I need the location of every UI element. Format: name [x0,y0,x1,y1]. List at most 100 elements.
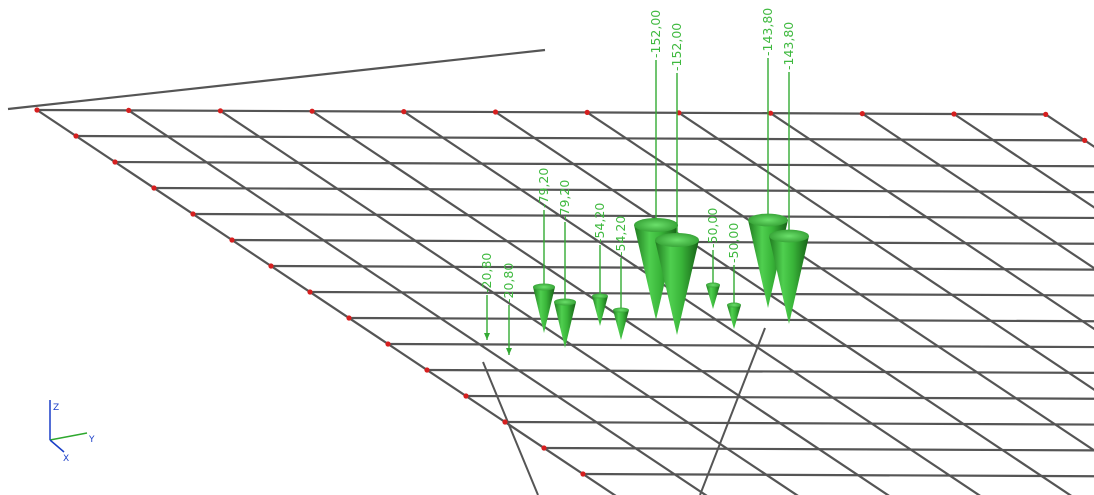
load-arrow-head-icon [506,348,512,355]
point-load[interactable]: -50,00 [705,208,720,309]
point-load[interactable]: -50,00 [726,223,741,329]
load-cone-cap [533,283,555,291]
load-cone-icon [769,236,809,324]
mesh-line-row [426,368,1094,375]
mesh-node [401,109,407,115]
load-value-label: -143,80 [781,22,796,70]
load-value-label: -50,00 [726,223,741,263]
load-cone-icon [592,296,608,326]
x-axis-label: X [63,454,69,464]
load-value-label: -20,80 [501,263,516,303]
mesh-line-row [153,186,1094,194]
mesh-node [492,109,499,115]
x-axis-icon [49,439,65,453]
coordinate-axis-triad: Z Y X [49,400,95,464]
point-load[interactable]: -20,80 [479,253,494,340]
mesh-line-column [769,112,1094,331]
surface-mesh [7,48,1094,495]
point-load[interactable]: -54,20 [592,203,608,326]
load-cone-cap [634,217,678,233]
mesh-node [309,108,315,114]
point-loads: -20,80 -20,80 -79,20 -79,20 -54,20 -54,20 -152… [479,8,809,355]
load-value-label: -54,20 [592,203,607,243]
mesh-node [126,107,132,113]
mesh-node [1043,111,1049,117]
point-load[interactable]: -79,20 [554,180,576,348]
mesh-line-row [387,342,1094,349]
mesh-line-row [231,238,1094,245]
mesh-line-row [582,472,1094,478]
point-load[interactable]: -143,80 [769,22,809,324]
mesh-node [424,367,430,373]
load-cone-cap [592,293,608,299]
mesh-node [268,263,274,269]
load-value-label: -79,20 [536,168,551,208]
load-cone-cap [706,282,720,288]
load-cone-icon [613,310,629,340]
mesh-line-row [504,420,1094,426]
load-cone-cap [748,213,788,227]
mesh-node [217,108,223,114]
mesh-node [584,109,590,115]
mesh-line-row [75,134,1085,142]
mesh-line-column [36,109,617,495]
mesh-node [229,237,235,243]
mesh-line-row [543,446,1094,452]
mesh-line-row [309,290,1094,297]
mesh-node [34,107,40,113]
mesh-node [859,111,865,117]
load-cone-icon [727,305,741,329]
mesh-line-column [586,111,1094,452]
mesh-line-row [36,108,1046,116]
mesh-nodes [34,107,1088,477]
load-arrow-head-icon [484,333,490,340]
mesh-node [580,471,586,477]
mesh-line-row [114,160,1094,168]
y-axis-icon [49,432,88,441]
y-axis-label: Y [88,435,95,445]
mesh-node [385,341,391,347]
load-cone-cap [613,307,629,313]
load-value-label: -54,20 [613,216,628,256]
load-value-label: -50,00 [705,208,720,248]
mesh-node [346,315,352,321]
load-value-label: -152,00 [669,23,684,71]
mesh-node [307,289,313,295]
mesh-line-column [403,110,981,495]
point-load[interactable]: -152,00 [634,10,678,320]
mesh-line-column [953,113,1094,209]
load-cone-icon [706,285,720,309]
load-value-label: -20,80 [479,253,494,293]
z-axis-label: Z [53,403,59,413]
point-load[interactable]: -79,20 [533,168,555,333]
load-cone-cap [554,298,576,306]
mesh-line-column [861,112,1094,270]
mesh-line-column [219,109,799,495]
point-load[interactable]: -54,20 [613,216,629,340]
mesh-node [768,110,774,116]
point-load[interactable]: -152,00 [655,23,699,335]
mesh-line-column [678,111,1094,391]
load-cone-cap [727,302,741,308]
mesh-node [502,419,508,425]
mesh-node [151,185,157,191]
load-cone-cap [655,232,699,248]
mesh-node [190,211,196,217]
mesh-node [1082,137,1088,143]
load-cone-icon [554,302,576,348]
load-value-label: -79,20 [557,180,572,220]
support-line-left [482,361,539,495]
load-cone-icon [655,240,699,335]
mesh-node [541,445,547,451]
mesh-node [73,133,79,139]
mesh-line-row [465,394,1094,400]
mesh-line-row [348,316,1094,323]
mesh-line-column [1045,113,1094,148]
load-cone-icon [533,287,555,333]
load-value-label: -143,80 [760,8,775,56]
point-load[interactable]: -20,80 [501,263,516,355]
support-lines [482,327,766,495]
mesh-node [112,159,118,165]
support-line-right [699,327,766,495]
